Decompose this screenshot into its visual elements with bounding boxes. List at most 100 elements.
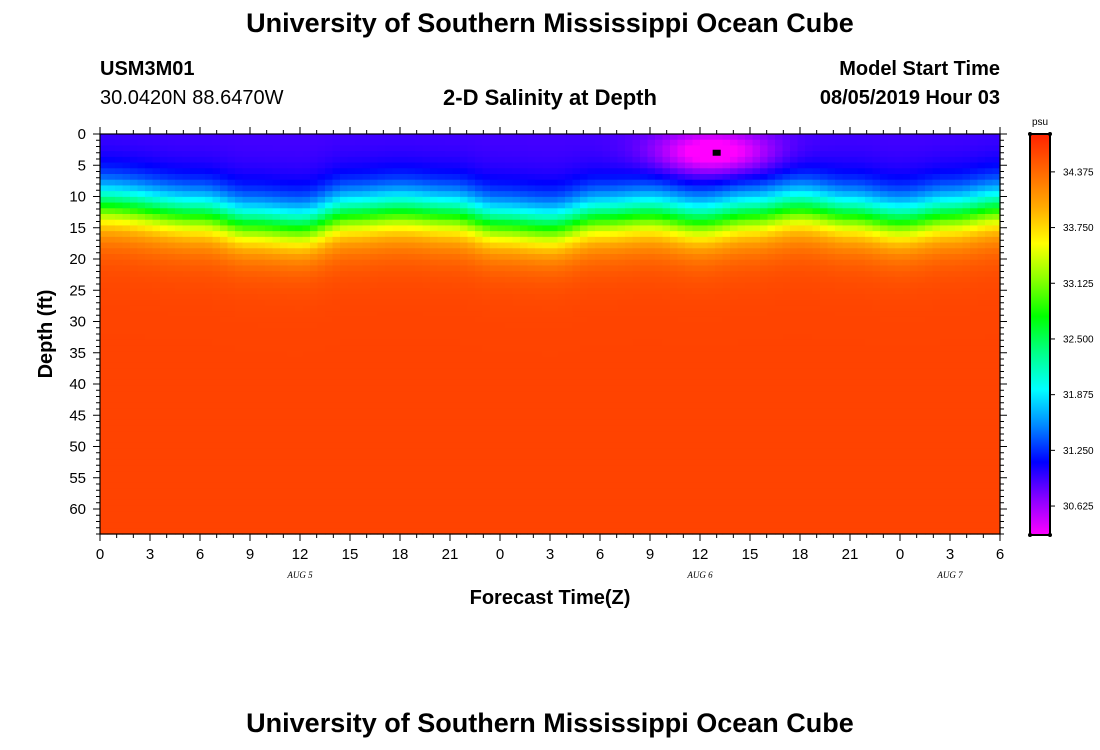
heatmap-cell	[130, 254, 139, 261]
heatmap-cell	[565, 265, 574, 272]
heatmap-cell	[332, 202, 341, 209]
heatmap-cell	[242, 179, 251, 187]
heatmap-cell	[617, 522, 626, 529]
heatmap-cell	[482, 419, 491, 427]
heatmap-cell	[332, 219, 341, 227]
heatmap-cell	[475, 425, 484, 432]
heatmap-cell	[122, 259, 131, 267]
heatmap-cell	[145, 134, 154, 141]
heatmap-cell	[317, 202, 326, 209]
heatmap-cell	[197, 431, 206, 438]
heatmap-cell	[602, 408, 611, 415]
heatmap-cell	[490, 299, 499, 307]
heatmap-cell	[497, 459, 506, 467]
heatmap-cell	[280, 168, 289, 175]
heatmap-cell	[490, 414, 499, 421]
heatmap-cell	[242, 494, 251, 501]
heatmap-cell	[632, 208, 641, 215]
heatmap-cell	[190, 191, 199, 198]
heatmap-cell	[265, 225, 274, 232]
heatmap-cell	[340, 168, 349, 175]
heatmap-cell	[355, 368, 364, 375]
heatmap-cell	[520, 454, 529, 461]
heatmap-cell	[452, 396, 461, 404]
heatmap-cell	[145, 494, 154, 501]
heatmap-cell	[325, 362, 334, 369]
heatmap-cell	[452, 322, 461, 329]
heatmap-cell	[430, 351, 439, 358]
heatmap-cell	[520, 248, 529, 255]
heatmap-cell	[182, 202, 191, 209]
heatmap-cell	[490, 402, 499, 409]
heatmap-cell	[520, 374, 529, 381]
heatmap-cell	[257, 442, 266, 449]
heatmap-cell	[535, 299, 544, 307]
heatmap-cell	[302, 482, 311, 489]
heatmap-cell	[377, 414, 386, 421]
heatmap-cell	[355, 156, 364, 164]
heatmap-cell	[490, 459, 499, 467]
heatmap-cell	[370, 134, 379, 141]
heatmap-cell	[182, 419, 191, 427]
heatmap-cell	[482, 231, 491, 238]
heatmap-cell	[565, 294, 574, 301]
heatmap-cell	[257, 482, 266, 489]
heatmap-cell	[520, 476, 529, 484]
heatmap-cell	[535, 294, 544, 301]
heatmap-cell	[190, 396, 199, 404]
heatmap-cell	[475, 402, 484, 409]
heatmap-cell	[482, 488, 491, 495]
heatmap-cell	[197, 505, 206, 512]
heatmap-cell	[257, 419, 266, 427]
heatmap-cell	[497, 288, 506, 295]
heatmap-cell	[205, 465, 214, 472]
heatmap-cell	[250, 494, 259, 501]
heatmap-cell	[445, 156, 454, 164]
heatmap-cell	[235, 305, 244, 312]
heatmap-cell	[482, 465, 491, 472]
heatmap-cell	[242, 185, 251, 192]
heatmap-cell	[602, 271, 611, 278]
heatmap-cell	[317, 168, 326, 175]
heatmap-cell	[490, 362, 499, 369]
heatmap-cell	[175, 391, 184, 398]
heatmap-cell	[452, 265, 461, 272]
heatmap-cell	[415, 191, 424, 198]
heatmap-cell	[497, 522, 506, 529]
heatmap-cell	[280, 236, 289, 244]
heatmap-cell	[167, 374, 176, 381]
heatmap-cell	[235, 414, 244, 421]
heatmap-cell	[167, 242, 176, 249]
heatmap-cell	[542, 391, 551, 398]
heatmap-cell	[160, 179, 169, 187]
heatmap-cell	[205, 391, 214, 398]
heatmap-cell	[347, 436, 356, 444]
heatmap-cell	[565, 476, 574, 484]
heatmap-cell	[317, 236, 326, 244]
heatmap-cell	[497, 231, 506, 238]
heatmap-cell	[317, 476, 326, 484]
heatmap-cell	[422, 482, 431, 489]
heatmap-cell	[572, 294, 581, 301]
heatmap-cell	[107, 494, 116, 501]
heatmap-cell	[212, 505, 221, 512]
heatmap-cell	[242, 288, 251, 295]
heatmap-cell	[115, 151, 124, 158]
heatmap-cell	[467, 511, 476, 518]
heatmap-cell	[580, 356, 589, 364]
heatmap-cell	[437, 334, 446, 341]
heatmap-cell	[347, 242, 356, 249]
heatmap-cell	[490, 368, 499, 375]
heatmap-cell	[175, 248, 184, 255]
heatmap-cell	[505, 156, 514, 164]
heatmap-cell	[220, 242, 229, 249]
heatmap-cell	[295, 202, 304, 209]
heatmap-cell	[362, 299, 371, 307]
heatmap-cell	[512, 448, 521, 455]
heatmap-cell	[235, 208, 244, 215]
heatmap-cell	[565, 282, 574, 289]
heatmap-cell	[325, 156, 334, 164]
heatmap-cell	[572, 305, 581, 312]
heatmap-cell	[535, 134, 544, 141]
heatmap-cell	[632, 139, 641, 147]
